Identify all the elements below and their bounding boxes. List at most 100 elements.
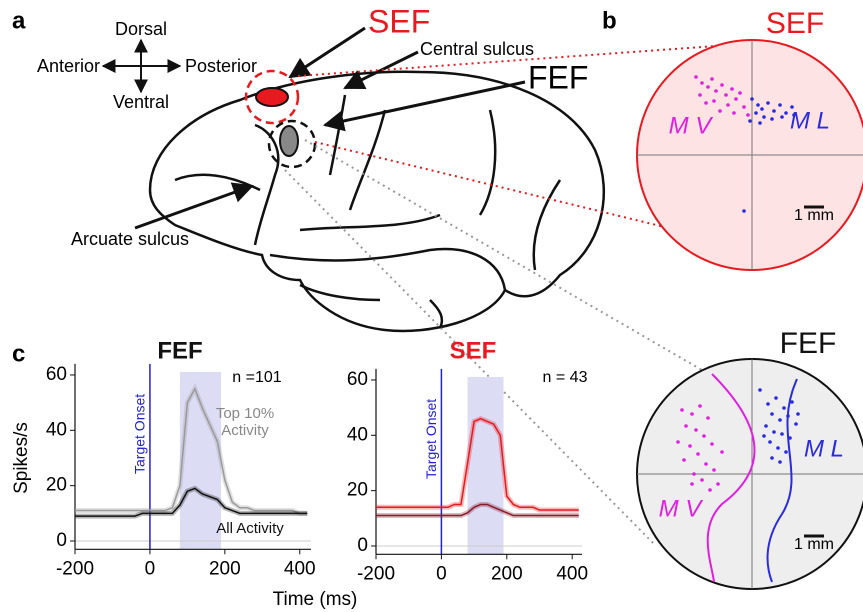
- fef-outline: [267, 119, 317, 169]
- recording-site: [796, 412, 800, 416]
- scale-label: 1 mm: [794, 536, 834, 553]
- recording-site: [720, 450, 724, 454]
- series-label: M V: [659, 495, 704, 522]
- recording-site: [762, 434, 766, 438]
- series-label: Top 10% Activity: [215, 405, 275, 439]
- recording-site: [754, 111, 758, 115]
- series-label: M L: [804, 435, 844, 462]
- y-tick-label: 0: [56, 530, 67, 551]
- recording-site: [694, 75, 698, 79]
- recording-site: [690, 482, 694, 486]
- sef-outline: [244, 69, 300, 125]
- x-tick-label: 400: [556, 563, 588, 584]
- y-tick-label: 20: [46, 475, 67, 496]
- recording-site: [794, 422, 798, 426]
- recording-site: [700, 81, 704, 85]
- sef-label: SEF: [368, 3, 430, 39]
- x-tick-label: -200: [357, 563, 395, 584]
- recording-site: [680, 408, 684, 412]
- series-line: [376, 417, 579, 511]
- fef-label: FEF: [528, 59, 588, 95]
- recording-site: [782, 406, 786, 410]
- compass-label: Ventral: [113, 92, 169, 112]
- recording-site: [790, 400, 794, 404]
- recording-site: [738, 91, 742, 95]
- recording-site: [758, 121, 762, 125]
- recording-site: [684, 424, 688, 428]
- y-tick-label: 60: [46, 364, 67, 385]
- y-tick-label: 20: [347, 480, 368, 501]
- recording-site: [778, 103, 782, 107]
- x-tick-label: 0: [436, 563, 447, 584]
- recording-site: [690, 412, 694, 416]
- recording-site: [734, 97, 738, 101]
- compass: [101, 38, 182, 94]
- recording-site: [778, 418, 782, 422]
- recording-site: [750, 97, 754, 101]
- x-tick-label: 0: [145, 558, 156, 579]
- panel-label: c: [12, 340, 25, 367]
- recording-site: [706, 85, 710, 89]
- recording-site: [714, 89, 718, 93]
- recording-site: [682, 458, 686, 462]
- recording-site: [758, 388, 762, 392]
- sample-size: n = 43: [543, 369, 588, 386]
- response-window: [467, 376, 504, 555]
- recording-site: [766, 402, 770, 406]
- recording-site: [766, 101, 770, 105]
- recording-site: [778, 460, 782, 464]
- recording-site: [784, 111, 788, 115]
- compass-label: Anterior: [37, 56, 100, 76]
- recording-site: [724, 93, 728, 97]
- sulcus-label: Arcuate sulcus: [71, 229, 189, 249]
- recording-site: [710, 77, 714, 81]
- panel-label: a: [12, 7, 26, 34]
- recording-site: [746, 113, 750, 117]
- recording-site: [748, 119, 752, 123]
- scale-label: 1 mm: [794, 207, 834, 224]
- recording-site: [772, 430, 776, 434]
- sef-area: [255, 87, 289, 107]
- y-tick-label: 40: [347, 424, 368, 445]
- x-axis-label: Time (ms): [273, 589, 358, 610]
- x-tick-label: 200: [491, 563, 523, 584]
- recording-site: [742, 105, 746, 109]
- recording-site: [696, 452, 700, 456]
- sample-size: n =101: [232, 369, 281, 386]
- series-label: M L: [790, 107, 830, 134]
- recording-site: [770, 412, 774, 416]
- recording-site: [770, 456, 774, 460]
- recording-site: [790, 105, 794, 109]
- recording-site: [760, 107, 764, 111]
- x-tick-label: -200: [56, 558, 94, 579]
- recording-site: [764, 424, 768, 428]
- sulcus-label: Central sulcus: [420, 39, 534, 59]
- recording-site: [694, 428, 698, 432]
- recording-site: [776, 446, 780, 450]
- recording-site: [700, 478, 704, 482]
- series-line: [376, 503, 579, 517]
- recording-site: [730, 87, 734, 91]
- recording-site: [762, 115, 766, 119]
- series-label: M V: [669, 112, 714, 139]
- recording-site: [692, 472, 696, 476]
- panel-label: b: [602, 7, 617, 34]
- y-tick-label: 40: [46, 419, 67, 440]
- y-tick-label: 60: [347, 369, 368, 390]
- chart-title: FEF: [157, 337, 202, 364]
- boundary-curve: [766, 378, 798, 583]
- x-tick-label: 200: [209, 558, 241, 579]
- compass-label: Dorsal: [115, 19, 167, 39]
- y-axis-label: Spikes/s: [11, 422, 32, 494]
- recording-site: [712, 99, 716, 103]
- boundary-curve: [706, 373, 756, 583]
- recording-site: [770, 117, 774, 121]
- fef-area: [279, 125, 299, 157]
- recording-site: [716, 482, 720, 486]
- recording-site: [698, 93, 702, 97]
- map-title: FEF: [780, 327, 837, 360]
- recording-site: [792, 113, 796, 117]
- onset-label: Target Onset: [132, 394, 148, 474]
